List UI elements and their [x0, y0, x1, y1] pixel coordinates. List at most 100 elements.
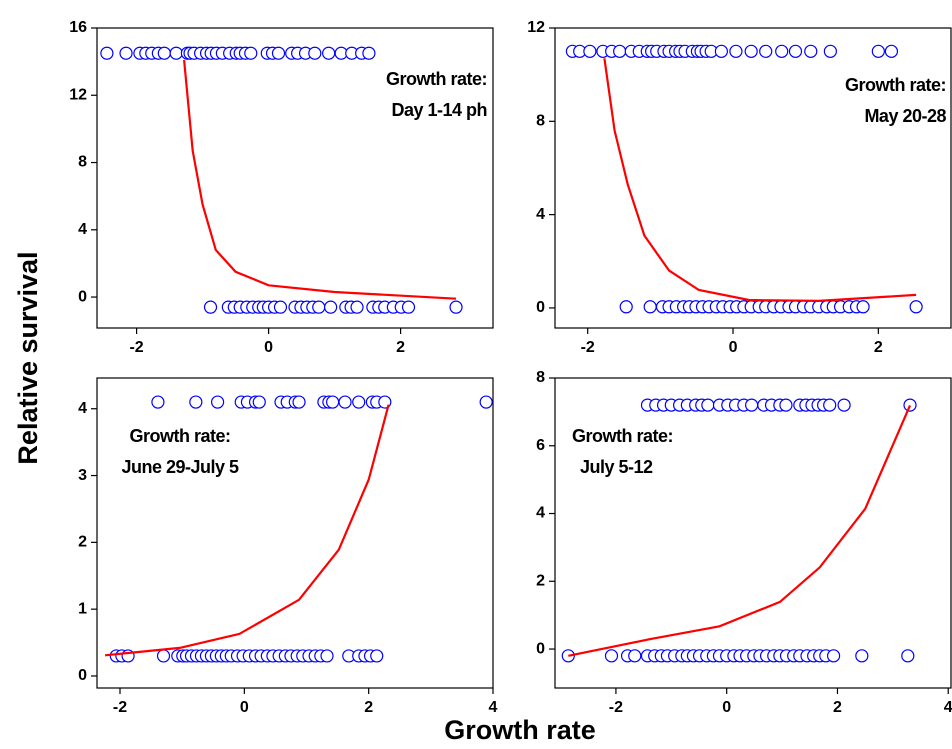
annotation: May 20-28 [864, 106, 946, 126]
data-point [775, 44, 789, 58]
panel: 0 4 8 12 16 -2 0 2 Growth rate: Day 1-14 ph [69, 19, 494, 356]
data-point [338, 395, 352, 409]
y-tick-label: 0 [78, 667, 87, 684]
y-tick-label: 12 [69, 86, 87, 103]
annotation: Day 1-14 ph [391, 100, 487, 120]
data-point [613, 44, 627, 58]
y-tick-label: 8 [78, 154, 87, 171]
data-point [324, 300, 338, 314]
data-point [211, 395, 225, 409]
data-point [561, 649, 575, 663]
x-tick-label: 4 [489, 699, 498, 716]
data-point [157, 46, 171, 60]
data-point [871, 44, 885, 58]
data-point [701, 398, 715, 412]
data-point [189, 395, 203, 409]
annotation: July 5-12 [580, 457, 653, 477]
data-point [903, 398, 917, 412]
y-tick-label: 0 [78, 288, 87, 305]
data-point [156, 649, 171, 663]
data-point [119, 46, 133, 60]
data-point [370, 649, 384, 663]
fit-curve [104, 404, 390, 657]
plot-frame [96, 27, 494, 329]
data-point [856, 300, 870, 314]
x-tick-label: -2 [113, 699, 127, 716]
y-tick-label: 4 [78, 400, 87, 417]
data-point [583, 44, 597, 58]
data-point [151, 395, 165, 409]
data-point [292, 395, 306, 409]
data-point [308, 46, 322, 60]
data-point [271, 46, 286, 60]
data-point [729, 44, 743, 58]
data-point [837, 398, 851, 412]
data-point [322, 46, 336, 60]
annotation: Growth rate: [386, 69, 487, 89]
data-point [855, 649, 869, 663]
y-tick-label: 4 [536, 505, 545, 522]
data-point [362, 46, 376, 60]
data-point [823, 44, 837, 58]
annotation: Growth rate: [129, 426, 230, 446]
data-point [909, 300, 923, 314]
x-tick-label: 2 [833, 699, 842, 716]
annotation: June 29-July 5 [121, 457, 239, 477]
data-point [901, 649, 915, 663]
x-axis-label: Growth rate [444, 715, 596, 745]
panel: 0 2 4 6 8 -2 0 2 4 Growth rate: July 5-12 [536, 369, 952, 716]
panel: 0 1 2 3 4 -2 0 2 4 Growth rate: June 29-July 5 [78, 377, 498, 716]
x-tick-label: 2 [396, 339, 405, 356]
data-point [320, 649, 334, 663]
y-axis-label: Relative survival [13, 251, 43, 464]
data-point [312, 300, 326, 314]
y-tick-label: 16 [69, 19, 87, 36]
x-tick-label: 0 [722, 699, 731, 716]
data-point [823, 398, 837, 412]
fit-curve [183, 59, 457, 300]
x-tick-label: 2 [874, 339, 883, 356]
plot-frame [96, 377, 494, 689]
y-tick-label: 0 [536, 299, 545, 316]
data-point [826, 649, 841, 663]
y-tick-label: 2 [536, 572, 545, 589]
x-tick-label: -2 [609, 699, 623, 716]
y-tick-label: 4 [536, 206, 545, 223]
fit-curve [568, 404, 912, 657]
x-tick-label: 4 [944, 699, 952, 716]
data-point [619, 300, 633, 314]
data-point [788, 44, 803, 58]
data-point [352, 395, 366, 409]
annotation: Growth rate: [845, 75, 946, 95]
data-point [479, 395, 493, 409]
data-point [643, 300, 657, 314]
plot-frame [554, 377, 952, 689]
x-tick-label: 0 [240, 699, 249, 716]
data-point [804, 44, 818, 58]
data-point [759, 44, 773, 58]
x-tick-label: 0 [264, 339, 273, 356]
y-tick-label: 12 [527, 19, 545, 36]
x-tick-label: -2 [129, 339, 143, 356]
y-tick-label: 8 [536, 369, 545, 386]
data-point [604, 649, 619, 663]
data-point [884, 44, 899, 58]
panel: 0 4 8 12 -2 0 2 Growth rate: May 20-28 [527, 19, 952, 356]
y-tick-label: 2 [78, 534, 87, 551]
y-tick-label: 3 [78, 467, 87, 484]
y-tick-label: 1 [78, 600, 87, 617]
y-tick-label: 6 [536, 437, 545, 454]
data-point [744, 44, 758, 58]
data-point [100, 46, 114, 60]
data-point [203, 300, 218, 314]
x-tick-label: 0 [729, 339, 738, 356]
data-point [244, 46, 258, 60]
plot-frame [554, 27, 952, 329]
data-point [252, 395, 266, 409]
data-point [326, 395, 340, 409]
x-tick-label: 2 [364, 699, 373, 716]
data-point [714, 44, 728, 58]
y-tick-label: 4 [78, 221, 87, 238]
y-tick-label: 8 [536, 113, 545, 130]
